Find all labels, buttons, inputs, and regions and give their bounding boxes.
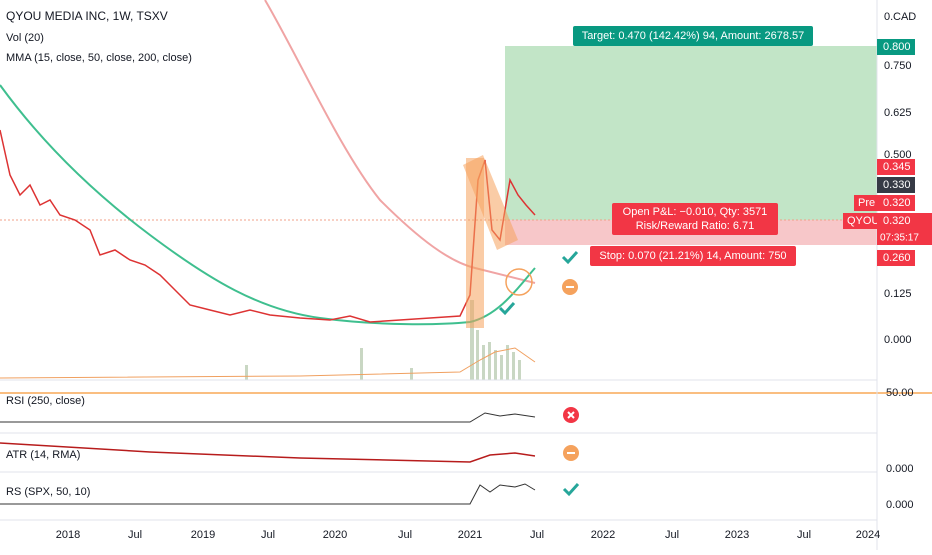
symbol-badge: QYOU xyxy=(847,215,879,227)
pane-axis: 0.000 xyxy=(886,463,914,475)
target-badge: 0.800 xyxy=(883,41,911,53)
countdown: 07:35:17 xyxy=(880,233,919,244)
price-tick: 0.125 xyxy=(884,288,912,300)
time-tick: 2020 xyxy=(323,529,347,541)
time-tick: Jul xyxy=(530,529,544,541)
check-icon xyxy=(561,250,579,265)
last-badge: 0.330 xyxy=(883,179,911,191)
time-tick: 2023 xyxy=(725,529,749,541)
pane-axis: 0.000 xyxy=(886,499,914,511)
volume xyxy=(245,300,521,380)
target-zone xyxy=(505,46,877,220)
pane-axis: 50.00 xyxy=(886,387,914,399)
time-axis: 2018 Jul 2019 Jul 2020 Jul 2021 Jul 2022 Jul 2023 J… xyxy=(56,529,880,541)
stop-badge: 0.260 xyxy=(883,252,911,264)
drawing-circle xyxy=(505,268,533,296)
rs-line xyxy=(0,483,536,505)
check-icon xyxy=(562,482,580,497)
price-tick: 0. xyxy=(884,11,893,23)
time-tick: 2022 xyxy=(591,529,615,541)
atr-line xyxy=(0,442,536,463)
volume-ma xyxy=(0,347,536,379)
time-tick: Jul xyxy=(261,529,275,541)
time-tick: Jul xyxy=(128,529,142,541)
pre-price-badge: 0.320 xyxy=(883,197,911,209)
drawing-channel xyxy=(463,155,518,250)
currency: CAD xyxy=(893,11,916,23)
mma-50 xyxy=(0,84,536,326)
pane-label: ATR (14, RMA) xyxy=(6,449,80,461)
price-badge: 0.320 xyxy=(883,215,911,227)
time-tick: Jul xyxy=(398,529,412,541)
stop-label: Stop: 0.070 (21.21%) 14, Amount: 750 xyxy=(599,250,786,262)
pane-label: RSI (250, close) xyxy=(6,395,85,407)
time-tick: 2021 xyxy=(458,529,482,541)
high-badge: 0.345 xyxy=(883,161,911,173)
time-tick: 2018 xyxy=(56,529,80,541)
price-tick: 0.750 xyxy=(884,60,912,72)
indicator-label: Vol (20) xyxy=(6,32,44,44)
pnl-label: Open P&L: −0.010, Qty: 3571 xyxy=(623,206,768,218)
time-tick: Jul xyxy=(665,529,679,541)
target-label: Target: 0.470 (142.42%) 94, Amount: 2678… xyxy=(582,30,805,42)
time-tick: 2024 xyxy=(856,529,880,541)
ratio-label: Risk/Reward Ratio: 6.71 xyxy=(636,220,755,232)
pane-label: RS (SPX, 50, 10) xyxy=(6,486,90,498)
symbol-title: QYOU MEDIA INC, 1W, TSXV xyxy=(6,9,168,23)
indicator-label: MMA (15, close, 50, close, 200, close) xyxy=(6,52,192,64)
price-candles xyxy=(0,129,536,323)
rsi-line xyxy=(0,412,536,423)
price-tick: 0.500 xyxy=(884,149,912,161)
mma-200 xyxy=(264,0,536,284)
time-tick: Jul xyxy=(797,529,811,541)
check-icon xyxy=(498,301,516,316)
price-tick: 0.000 xyxy=(884,334,912,346)
price-tick: 0.625 xyxy=(884,107,912,119)
pre-badge: Pre xyxy=(858,197,875,209)
time-tick: 2019 xyxy=(191,529,215,541)
